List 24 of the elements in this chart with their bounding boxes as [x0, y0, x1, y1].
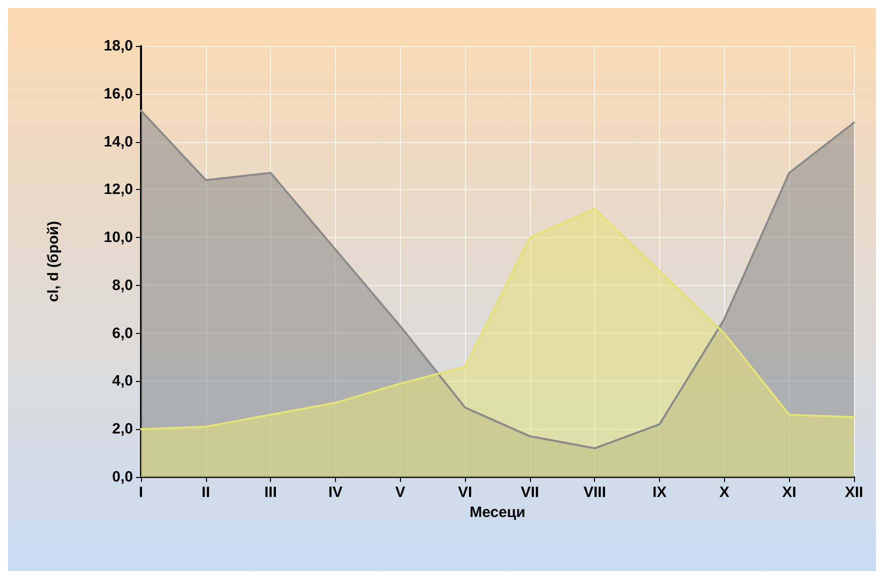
- y-tick-label: 6,0: [112, 324, 133, 342]
- x-tick-label: IV: [328, 484, 343, 501]
- y-tick-label: 10,0: [104, 229, 133, 246]
- x-tick-label: XI: [782, 484, 796, 501]
- y-tick-label: 4,0: [112, 372, 133, 390]
- x-tick-label: VI: [458, 484, 472, 501]
- y-tick-label: 18,0: [104, 38, 133, 54]
- y-axis-title: cl, d (брой): [45, 221, 62, 302]
- y-tick-label: 12,0: [104, 181, 133, 198]
- y-tick-label: 16,0: [104, 85, 133, 102]
- x-tick-label: II: [202, 484, 210, 501]
- x-tick-label: X: [719, 484, 730, 501]
- y-tick-label: 0,0: [112, 468, 133, 486]
- x-tick-label: I: [138, 484, 144, 501]
- x-tick-label: VIII: [583, 484, 606, 501]
- y-tick-label: 2,0: [112, 420, 133, 438]
- y-tick-label: 8,0: [112, 276, 133, 294]
- x-tick-label: XII: [844, 484, 864, 501]
- x-tick-label: IX: [652, 484, 667, 501]
- x-tick-label: V: [395, 484, 406, 501]
- x-tick-label: III: [264, 484, 277, 501]
- x-axis-title: Месеци: [470, 504, 526, 521]
- y-tick-label: 14,0: [104, 133, 133, 150]
- x-tick-label: VII: [520, 484, 540, 501]
